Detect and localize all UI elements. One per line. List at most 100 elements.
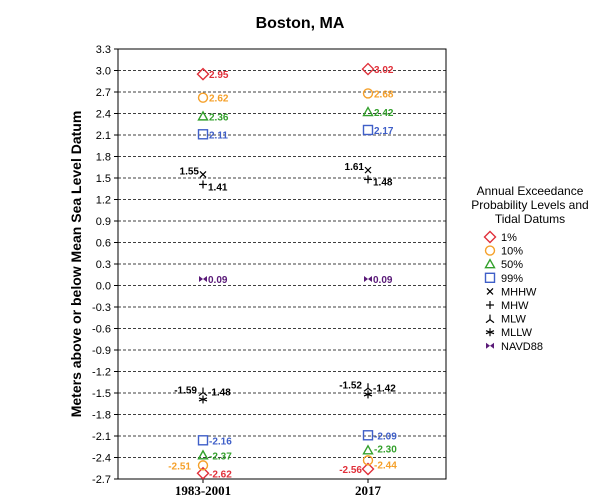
legend-entry-label: MLLW	[501, 327, 533, 339]
axes	[117, 48, 447, 480]
marker-99pct	[197, 435, 209, 446]
marker-10pct	[197, 92, 209, 103]
marker-1pct	[196, 466, 210, 480]
marker-99pct	[362, 430, 374, 441]
legend-marker	[484, 258, 496, 269]
data-label: -2.51	[168, 461, 191, 472]
marker-50pct	[197, 449, 209, 460]
y-tick-labels: 3.3 3.0 2.7 2.4 2.1 1.8 1.5 1.2 0.9 0.6 0.3 0.0 -0.3…	[92, 44, 118, 486]
chart-title: Boston, MA	[256, 15, 345, 32]
data-label: 2.95	[209, 70, 229, 81]
marker-mllw	[363, 390, 373, 399]
y-tick-label: 2.4	[96, 109, 111, 121]
marker-1pct	[361, 462, 375, 476]
data-label: 2.62	[209, 94, 229, 105]
legend-marker	[484, 272, 496, 283]
legend-entry-label: 1%	[501, 232, 517, 244]
legend-marker	[483, 230, 497, 244]
y-tick-label: 1.2	[96, 195, 111, 207]
marker-mlw	[198, 387, 208, 397]
data-label: -1.59	[174, 385, 197, 396]
y-tick-label: 2.7	[96, 87, 111, 99]
marker-mhw	[199, 180, 207, 189]
x-tick-labels: 1983-2001 2017	[175, 479, 382, 498]
legend-entry-label: 10%	[501, 246, 523, 258]
y-tick-label: 0.9	[96, 216, 111, 228]
legend-entry-label: MHW	[501, 300, 529, 312]
marker-99pct	[197, 129, 209, 140]
y-tick-label: 3.0	[96, 66, 111, 78]
plot-frame	[117, 48, 447, 480]
data-label: 1.41	[208, 182, 228, 193]
y-tick-label: -1.8	[92, 410, 111, 422]
data-label: 1.61	[345, 162, 365, 173]
y-tick-label: -2.7	[92, 474, 111, 486]
y-tick-label: 3.3	[96, 44, 111, 56]
data-label: 1.48	[373, 177, 393, 188]
y-tick-label: -0.9	[92, 345, 111, 357]
y-tick-label: -2.1	[92, 431, 111, 443]
legend-entry-label: 50%	[501, 259, 523, 271]
data-label: -1.52	[339, 380, 362, 391]
legend-entry-label: MLW	[501, 314, 526, 326]
x-tick-label: 2017	[355, 483, 382, 498]
marker-mhw	[364, 175, 372, 184]
legend-marker	[485, 314, 495, 324]
legend-marker	[486, 301, 494, 309]
legend-marker	[486, 287, 494, 295]
marker-10pct	[362, 455, 374, 466]
data-label: 2.17	[374, 126, 394, 137]
data-label: 2.42	[374, 108, 394, 119]
legend-entry-label: MHHW	[501, 286, 537, 298]
marker-50pct	[197, 110, 209, 121]
y-tick-label: 1.5	[96, 173, 111, 185]
data-label: -2.09	[374, 431, 397, 442]
y-tick-label: 2.1	[96, 130, 111, 142]
y-tick-label: -2.4	[92, 453, 111, 465]
data-labels: 2.95 3.02 -2.62 -2.56 2.62 2.68 -2.51 -2.44 2.36…	[168, 65, 397, 480]
y-tick-label: 0.0	[96, 281, 111, 293]
data-label: 2.11	[209, 130, 228, 141]
marker-1pct	[196, 67, 210, 81]
y-tick-label: -1.2	[92, 367, 111, 379]
marker-mhhw	[199, 170, 207, 178]
data-label: -2.62	[209, 469, 232, 480]
data-label: -1.48	[208, 388, 231, 399]
data-label: 0.09	[373, 275, 393, 286]
legend-title: Tidal Datums	[495, 212, 565, 226]
legend-marker	[484, 245, 496, 256]
marker-99pct	[362, 124, 374, 136]
data-markers	[196, 62, 375, 480]
marker-mlw	[363, 383, 373, 392]
marker-50pct	[362, 106, 374, 117]
data-label: -2.16	[209, 436, 232, 447]
data-label: 1.55	[180, 166, 200, 177]
data-label: 3.02	[374, 65, 394, 76]
marker-10pct	[197, 460, 209, 471]
y-tick-label: -1.5	[92, 388, 111, 400]
marker-10pct	[362, 88, 374, 99]
data-label: -2.37	[209, 451, 232, 462]
data-label: -2.30	[374, 444, 397, 455]
y-tick-label: 0.6	[96, 238, 111, 250]
data-label: -1.42	[373, 383, 396, 394]
data-label: -2.56	[339, 465, 362, 476]
y-tick-label: -0.3	[92, 302, 111, 314]
marker-50pct	[362, 444, 374, 455]
data-label: 2.36	[209, 112, 229, 123]
legend-title: Probability Levels and	[471, 198, 588, 212]
data-label: -2.44	[374, 460, 397, 471]
legend-marker	[486, 342, 494, 349]
marker-mhhw	[364, 166, 372, 174]
legend-entry-label: NAVD88	[501, 341, 543, 353]
marker-navd88	[364, 276, 372, 283]
data-label: 0.09	[208, 275, 228, 286]
y-tick-label: -0.6	[92, 324, 111, 336]
legend-title: Annual Exceedance	[477, 184, 584, 198]
grid-lines	[118, 70, 446, 458]
y-tick-label: 1.8	[96, 152, 111, 164]
y-axis-label: Meters above or below Mean Sea Level Dat…	[68, 111, 84, 418]
marker-1pct	[361, 62, 375, 76]
